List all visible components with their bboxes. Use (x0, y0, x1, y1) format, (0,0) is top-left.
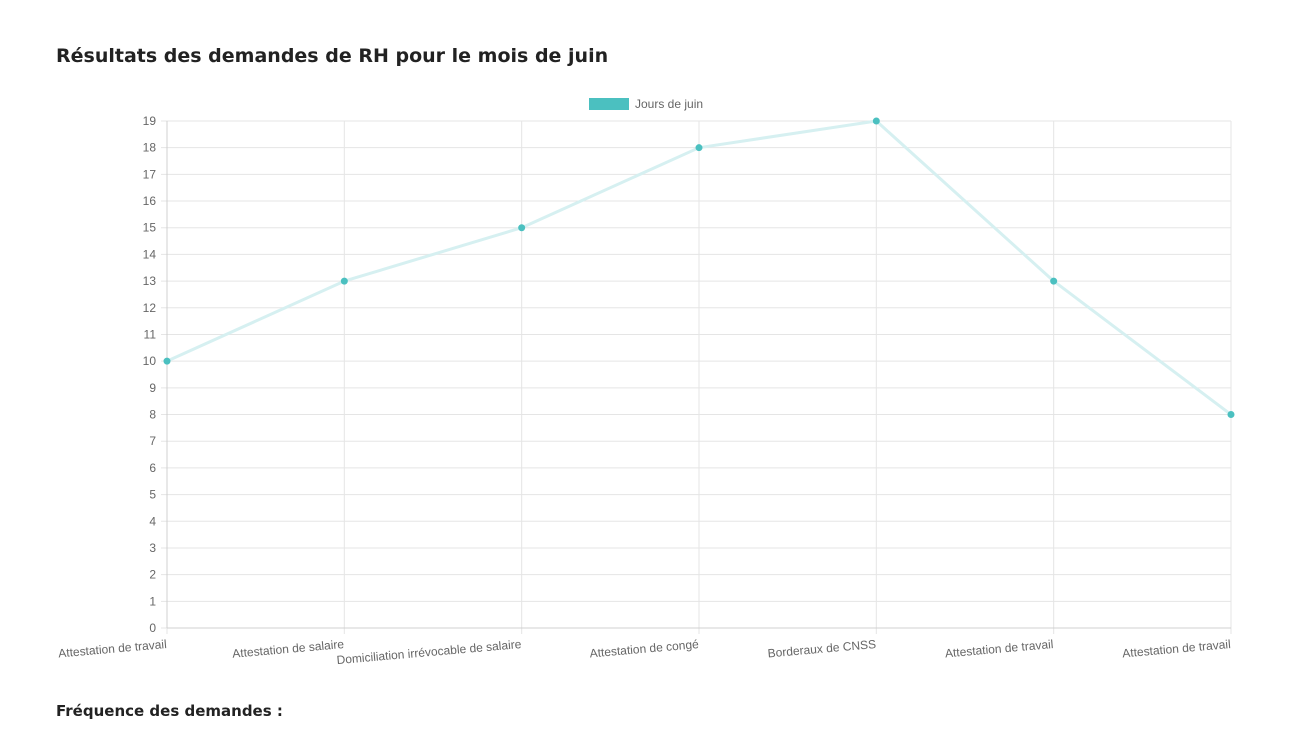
x-tick-label: Domiciliation irrévocable de salaire (336, 637, 522, 667)
y-tick-label: 6 (149, 461, 156, 475)
legend-label[interactable]: Jours de juin (635, 97, 703, 111)
y-tick-label: 5 (149, 488, 156, 502)
y-tick-label: 15 (143, 221, 157, 235)
x-tick-label: Borderaux de CNSS (767, 637, 877, 660)
y-tick-label: 2 (149, 568, 156, 582)
y-tick-label: 8 (149, 408, 156, 422)
y-tick-label: 10 (143, 354, 157, 368)
data-point[interactable] (518, 224, 526, 232)
y-tick-label: 19 (143, 114, 157, 128)
frequency-heading: Fréquence des demandes : (56, 702, 283, 720)
chart-grid (161, 120, 1232, 634)
y-tick-label: 11 (144, 327, 157, 341)
y-tick-label: 1 (149, 594, 156, 608)
y-tick-label: 18 (143, 141, 157, 155)
page-title: Résultats des demandes de RH pour le moi… (56, 45, 609, 67)
data-point[interactable] (1227, 411, 1235, 419)
chart-legend[interactable]: Jours de juin (589, 97, 703, 111)
line-chart: 0 1 2 3 4 5 6 7 8 9 10 11 12 13 14 15 16 17 18 19 Attestatio… (58, 97, 1235, 667)
y-tick-label: 13 (143, 274, 157, 288)
data-point[interactable] (1050, 277, 1058, 285)
y-tick-label: 9 (149, 381, 156, 395)
legend-swatch[interactable] (589, 98, 629, 110)
y-tick-label: 3 (149, 541, 156, 555)
y-tick-label: 4 (149, 514, 156, 528)
line-chart-svg: 012345678910111213141516171819Attestatio… (58, 97, 1235, 667)
data-point[interactable] (163, 357, 171, 365)
data-point[interactable] (340, 277, 348, 285)
y-tick-label: 0 (149, 621, 156, 635)
chart-series (163, 117, 1235, 419)
y-tick-label: 16 (143, 194, 157, 208)
x-tick-label: Attestation de travail (944, 637, 1054, 660)
chart-axes: 012345678910111213141516171819Attestatio… (58, 114, 1232, 667)
x-tick-label: Attestation de travail (58, 637, 168, 660)
y-tick-label: 7 (149, 434, 156, 448)
x-tick-label: Attestation de travail (1122, 637, 1232, 660)
data-point[interactable] (695, 144, 703, 152)
x-tick-label: Attestation de salaire (232, 637, 345, 661)
y-tick-label: 14 (143, 247, 157, 261)
x-tick-label: Attestation de congé (589, 637, 700, 661)
data-point[interactable] (872, 117, 880, 125)
y-tick-label: 17 (143, 167, 157, 181)
y-tick-label: 12 (143, 301, 157, 315)
